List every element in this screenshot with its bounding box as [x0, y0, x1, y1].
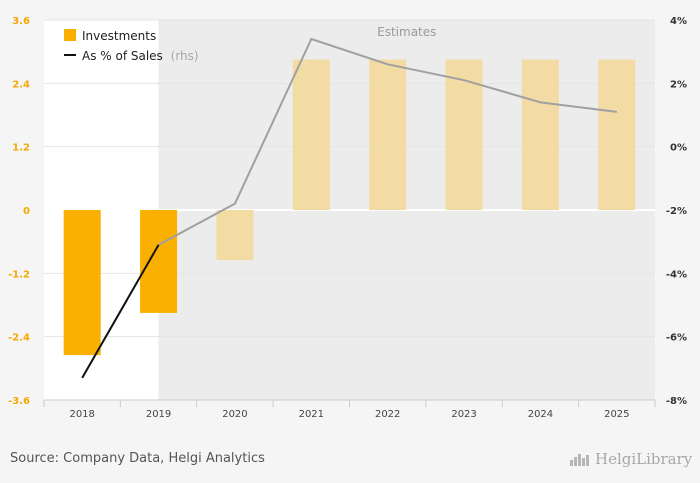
bar-investments — [521, 59, 559, 211]
x-tick-label: 2022 — [375, 409, 400, 420]
estimates-label: Estimates — [377, 25, 436, 39]
x-tick-label: 2021 — [299, 409, 324, 420]
right-tick-label: -6% — [666, 333, 687, 344]
right-tick-label: 0% — [670, 143, 687, 154]
right-tick-label: -2% — [666, 206, 687, 217]
x-tick-label: 2019 — [146, 409, 171, 420]
lines — [81, 37, 617, 379]
left-tick-label: 2.4 — [12, 79, 30, 90]
x-tick-label: 2020 — [222, 409, 247, 420]
line-pct-sales-actual — [81, 244, 160, 379]
source-note: Source: Company Data, Helgi Analytics — [10, 451, 265, 466]
bar-investments — [598, 59, 636, 211]
left-tick-label: 0 — [23, 206, 30, 217]
helgi-library-logo: HelgiLibrary — [570, 450, 692, 468]
x-tick-label: 2024 — [528, 409, 553, 420]
bar-investments — [292, 59, 330, 211]
left-tick-label: -3.6 — [8, 396, 30, 407]
left-tick-label: 1.2 — [12, 143, 30, 154]
right-tick-label: 4% — [670, 16, 687, 27]
right-tick-label: -8% — [666, 396, 687, 407]
left-axis: 3.6 2.4 1.2 0 -1.2 -2.4 -3.6 — [8, 16, 30, 407]
legend-label-pct-sales: As % of Sales (rhs) — [82, 49, 199, 63]
chart: 3.6 2.4 1.2 0 -1.2 -2.4 -3.6 4% 2% 0% -2% -4% -6% -8… — [8, 16, 687, 420]
x-axis: 2018 2019 2020 2021 2022 2023 2024 2025 — [43, 400, 656, 420]
logo-text: HelgiLibrary — [595, 450, 693, 468]
left-tick-label: -2.4 — [8, 333, 30, 344]
right-tick-label: 2% — [670, 79, 687, 90]
legend-swatch-investments — [64, 29, 76, 41]
bar-investments — [63, 210, 101, 356]
bar-investments — [140, 210, 178, 313]
right-tick-label: -4% — [666, 269, 687, 280]
x-tick-label: 2023 — [451, 409, 476, 420]
x-tick-label: 2018 — [69, 409, 94, 420]
legend-series-name: As % of Sales — [82, 49, 163, 63]
line-pct-sales-estimate — [158, 37, 617, 246]
bar-investments — [445, 59, 483, 211]
left-tick-label: -1.2 — [8, 269, 30, 280]
bar-investments — [369, 59, 407, 211]
x-tick-label: 2025 — [604, 409, 629, 420]
logo-mark-icon — [570, 454, 589, 466]
legend-rhs-suffix: (rhs) — [171, 49, 199, 63]
legend-label-investments: Investments — [82, 29, 156, 43]
legend: Investments As % of Sales (rhs) — [64, 29, 199, 63]
left-tick-label: 3.6 — [12, 16, 30, 27]
right-axis: 4% 2% 0% -2% -4% -6% -8% — [666, 16, 687, 407]
bar-investments — [216, 210, 254, 261]
